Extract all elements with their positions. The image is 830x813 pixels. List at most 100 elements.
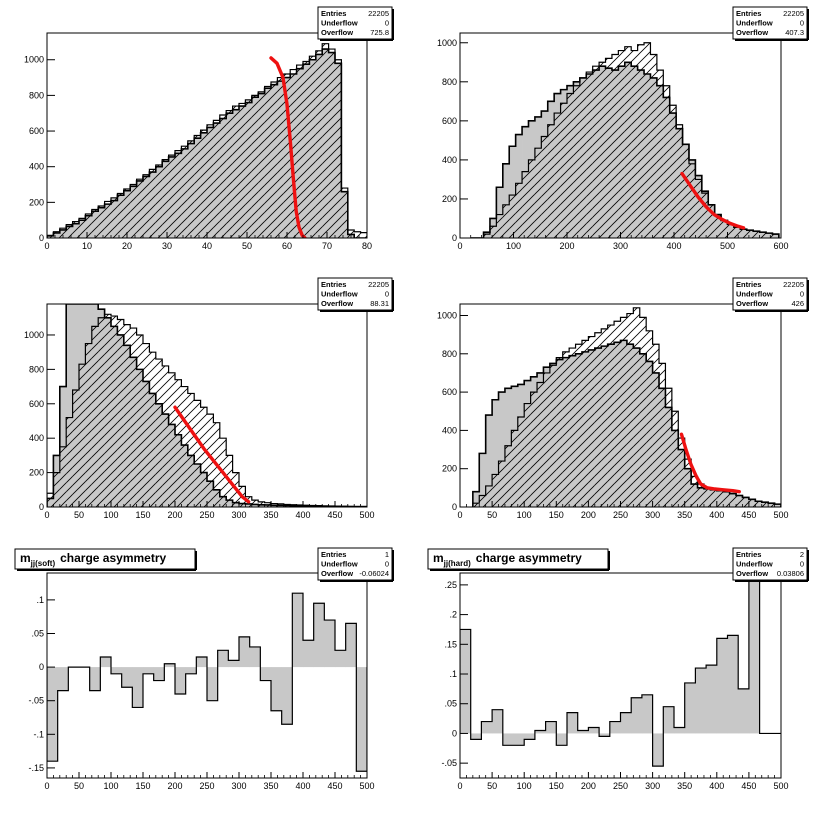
bar-outline-excess — [633, 307, 641, 349]
x-tick-label: 150 — [135, 781, 150, 791]
bar-outline-excess — [213, 422, 221, 490]
y-tick-label: .1 — [449, 669, 457, 679]
bar-outline-excess — [283, 74, 291, 78]
bar-outline-excess — [309, 56, 317, 60]
bar-hatch — [614, 342, 621, 507]
stats-value: 0 — [385, 290, 389, 299]
bar-hatch — [47, 498, 54, 507]
bar-hatch — [303, 64, 310, 238]
bar-hatch — [676, 128, 683, 238]
bar-hatch — [149, 172, 157, 238]
stats-label: Underflow — [321, 560, 358, 569]
y-tick-label: 400 — [442, 155, 457, 165]
bar-outline-excess — [226, 455, 233, 501]
asymmetry-bar — [684, 682, 696, 734]
bar-hatch — [573, 85, 581, 238]
asymmetry-bar — [706, 665, 718, 734]
bar-hatch — [588, 349, 596, 507]
asymmetry-bar — [89, 667, 101, 691]
bar-outline-excess — [659, 363, 666, 389]
x-tick-label: 30 — [162, 241, 172, 251]
bar-outline-excess — [194, 135, 201, 139]
stats-value: 22205 — [368, 280, 389, 289]
bar-hatch — [748, 499, 756, 507]
stats-value: 2 — [800, 550, 804, 559]
bar-hatch — [175, 153, 182, 238]
bar-outline-excess — [117, 193, 125, 196]
y-tick-label: .2 — [449, 610, 457, 620]
bar-hatch — [239, 503, 246, 507]
bar-outline-excess — [187, 140, 195, 144]
bar-hatch — [117, 334, 125, 507]
x-tick-label: 350 — [677, 781, 692, 791]
x-tick-label: 400 — [295, 510, 310, 520]
asymmetry-bar — [335, 650, 346, 668]
bar-hatch — [251, 97, 259, 238]
bar-outline-excess — [175, 150, 182, 154]
bar-hatch — [264, 504, 272, 507]
asymmetry-bar — [502, 733, 514, 746]
y-tick-label: 0 — [452, 728, 457, 738]
stats-label: Underflow — [321, 290, 358, 299]
bar-hatch — [607, 344, 615, 507]
series-outline-outline — [47, 43, 367, 238]
bar-outline-excess — [644, 42, 651, 74]
y-tick-label: 0 — [39, 502, 44, 512]
bar-outline-excess — [251, 95, 259, 98]
bar-outline-excess — [239, 103, 246, 107]
bar-hatch — [130, 357, 137, 507]
x-tick-label: 0 — [457, 241, 462, 251]
asymmetry-bar — [313, 603, 325, 668]
x-tick-label: 0 — [44, 241, 49, 251]
bar-filled — [492, 399, 499, 507]
bar-hatch — [85, 343, 93, 507]
bar-outline-excess — [335, 59, 342, 64]
bar-outline-excess — [354, 231, 361, 238]
x-tick-label: 0 — [44, 781, 49, 791]
stats-label: Entries — [736, 9, 761, 18]
bar-hatch — [659, 388, 666, 507]
bar-hatch — [335, 63, 342, 238]
y-tick-label: 600 — [29, 126, 44, 136]
bar-hatch — [656, 85, 664, 238]
bar-outline-excess — [581, 340, 589, 352]
bar-hatch — [766, 233, 773, 238]
bar-hatch — [98, 317, 105, 507]
bar-hatch — [315, 54, 323, 238]
bar-hatch — [723, 491, 730, 507]
bar-hatch — [485, 485, 493, 507]
bar-hatch — [703, 488, 711, 507]
bar-hatch — [258, 504, 265, 507]
bar-hatch — [714, 214, 722, 238]
bar-hatch — [245, 102, 253, 238]
bar-hatch — [646, 361, 653, 507]
bar-hatch — [232, 109, 240, 238]
bar-hatch — [652, 372, 660, 507]
bar-hatch — [498, 461, 506, 507]
bar-hatch — [688, 163, 696, 238]
x-tick-label: 400 — [295, 781, 310, 791]
asymmetry-bar — [281, 667, 293, 725]
bar-hatch — [271, 505, 278, 507]
bar-hatch — [697, 487, 705, 507]
x-tick-label: 50 — [74, 510, 84, 520]
asymmetry-bar — [674, 727, 686, 734]
bar-filled — [498, 392, 506, 507]
chart-panel-6: 0 50 100 150 200 250 300 350 400 450 500 -.05 0 .05 .1… — [427, 547, 809, 791]
bar-outline-excess — [143, 343, 150, 382]
bar-outline-excess — [66, 224, 73, 227]
bar-hatch — [543, 372, 551, 507]
asymmetry-bar — [716, 638, 728, 734]
bar-hatch — [162, 161, 169, 238]
bar-outline-excess — [175, 379, 182, 435]
bar-hatch — [759, 232, 767, 238]
stats-label: Entries — [321, 9, 346, 18]
bar-hatch — [322, 49, 329, 238]
bar-outline-excess — [123, 324, 131, 346]
x-tick-label: 500 — [773, 781, 788, 791]
x-tick-label: 450 — [741, 510, 756, 520]
stats-label: Entries — [736, 550, 761, 559]
bar-outline-excess — [123, 188, 131, 191]
x-tick-label: 300 — [645, 510, 660, 520]
y-tick-label: 400 — [442, 425, 457, 435]
